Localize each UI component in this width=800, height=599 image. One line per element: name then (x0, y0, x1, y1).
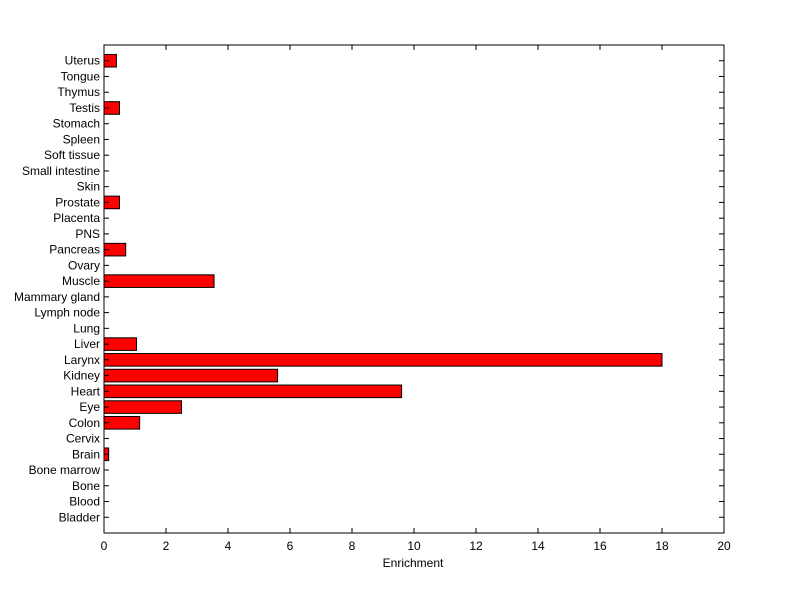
y-tick-label-placenta: Placenta (53, 211, 100, 225)
x-tick-label-6: 6 (287, 539, 294, 553)
y-tick-label-kidney: Kidney (63, 369, 100, 383)
plot-frame (103, 44, 725, 534)
y-tick-label-bladder: Bladder (59, 510, 100, 524)
y-tick-label-spleen: Spleen (63, 132, 100, 146)
y-tick-label-lymph-node: Lymph node (34, 306, 100, 320)
x-tick-label-0: 0 (101, 539, 108, 553)
y-tick-label-soft-tissue: Soft tissue (44, 148, 100, 162)
y-tick-label-larynx: Larynx (64, 353, 100, 367)
y-tick-label-lung: Lung (73, 321, 100, 335)
y-tick-label-cervix: Cervix (66, 432, 100, 446)
bar-kidney (103, 368, 279, 383)
y-tick-label-muscle: Muscle (62, 274, 100, 288)
y-tick-label-uterus: Uterus (65, 54, 100, 68)
y-tick-label-pns: PNS (75, 227, 100, 241)
bar-colon (103, 416, 141, 430)
x-tick-label-18: 18 (655, 539, 669, 553)
y-tick-label-prostate: Prostate (55, 195, 100, 209)
x-tick-label-10: 10 (407, 539, 421, 553)
y-tick-label-colon: Colon (69, 416, 100, 430)
y-tick-label-thymus: Thymus (57, 85, 100, 99)
x-ticks-group: 0 2 4 6 8 10 12 14 16 18 20 (101, 45, 731, 553)
y-tick-label-heart: Heart (71, 384, 101, 398)
bar-eye (103, 400, 182, 414)
x-axis-title: Enrichment (383, 556, 444, 570)
y-tick-label-mammary-gland: Mammary gland (14, 290, 100, 304)
x-tick-label-20: 20 (717, 539, 731, 553)
y-tick-label-eye: Eye (79, 400, 100, 414)
x-tick-label-12: 12 (469, 539, 483, 553)
bar-heart (103, 384, 403, 399)
x-tick-label-16: 16 (593, 539, 607, 553)
bar-larynx (103, 353, 663, 367)
x-tick-label-4: 4 (225, 539, 232, 553)
y-tick-label-stomach: Stomach (53, 117, 100, 131)
y-tick-label-blood: Blood (69, 495, 100, 509)
y-tick-label-testis: Testis (69, 101, 100, 115)
y-tick-label-tongue: Tongue (61, 69, 101, 83)
y-tick-label-bone: Bone (72, 479, 100, 493)
y-tick-label-small-intestine: Small intestine (22, 164, 100, 178)
y-tick-label-ovary: Ovary (68, 258, 100, 272)
x-tick-label-2: 2 (163, 539, 170, 553)
y-tick-label-brain: Brain (72, 447, 100, 461)
bar-muscle (103, 274, 215, 288)
y-tick-label-skin: Skin (77, 180, 100, 194)
y-tick-label-liver: Liver (74, 337, 100, 351)
x-tick-label-8: 8 (349, 539, 356, 553)
y-tick-label-bone-marrow: Bone marrow (29, 463, 101, 477)
x-tick-label-14: 14 (531, 539, 545, 553)
y-tick-label-pancreas: Pancreas (49, 243, 100, 257)
